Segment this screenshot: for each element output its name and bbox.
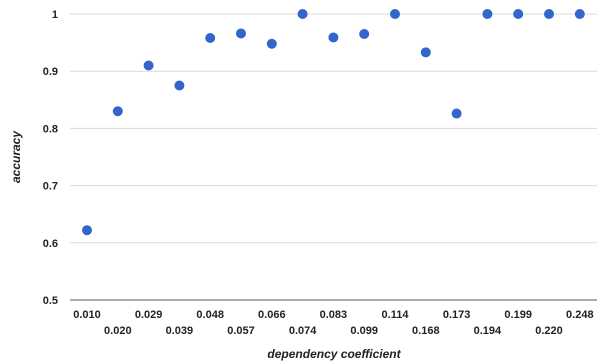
data-point — [420, 47, 431, 58]
x-tick-label: 0.114 — [382, 309, 410, 321]
y-tick-label: 1 — [52, 9, 58, 21]
x-tick-label: 0.248 — [566, 309, 594, 321]
x-tick-label: 0.029 — [135, 309, 163, 321]
data-points — [82, 9, 585, 236]
gridlines — [70, 13, 597, 301]
data-point — [112, 106, 123, 117]
data-point — [297, 9, 308, 19]
data-point — [82, 225, 92, 236]
data-point — [328, 32, 339, 43]
x-tick-label: 0.168 — [412, 325, 440, 337]
data-point — [482, 9, 493, 19]
data-point — [359, 29, 370, 40]
data-point — [266, 38, 277, 49]
y-tick-label: 0.8 — [43, 123, 58, 135]
data-point — [236, 28, 246, 39]
x-tick-label: 0.220 — [535, 325, 563, 337]
x-tick-label: 0.083 — [320, 309, 348, 321]
x-tick-label: 0.074 — [289, 325, 317, 337]
data-point — [205, 33, 216, 44]
data-point — [174, 80, 185, 91]
y-axis-title: accuracy — [9, 130, 23, 183]
y-tick-label: 0.7 — [43, 181, 58, 193]
x-tick-label: 0.194 — [474, 325, 502, 337]
y-tick-label: 0.6 — [43, 238, 58, 250]
x-axis-title: dependency coefficient — [267, 347, 401, 361]
x-tick-label: 0.020 — [104, 325, 132, 337]
x-tick-label: 0.066 — [258, 309, 286, 321]
y-tick-labels: 0.5 0.6 0.7 0.8 0.9 1 — [43, 9, 58, 307]
x-tick-label: 0.057 — [227, 325, 255, 337]
data-point — [544, 9, 554, 19]
data-point — [513, 9, 524, 19]
x-tick-label: 0.173 — [443, 309, 471, 321]
data-point — [574, 9, 585, 19]
data-point — [451, 108, 462, 119]
x-tick-label: 0.010 — [73, 309, 101, 321]
x-tick-label: 0.199 — [504, 309, 532, 321]
data-point — [143, 60, 154, 71]
x-tick-labels: 0.0100.0200.0290.0390.0480.0570.0660.074… — [73, 309, 593, 337]
data-point — [390, 9, 400, 19]
x-tick-label: 0.039 — [166, 325, 194, 337]
y-tick-label: 0.5 — [43, 295, 58, 307]
x-tick-label: 0.048 — [196, 309, 224, 321]
x-tick-label: 0.099 — [350, 325, 378, 337]
y-tick-label: 0.9 — [43, 66, 58, 78]
